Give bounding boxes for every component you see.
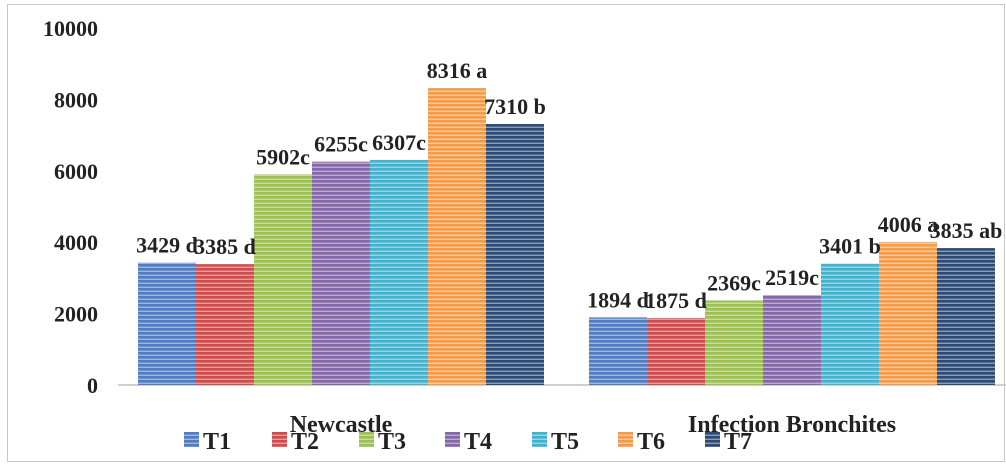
bar-t3 (254, 174, 312, 385)
legend-label: T6 (637, 429, 665, 455)
legend-item-t6: T6 (618, 429, 665, 455)
legend-item-t1: T1 (184, 429, 231, 455)
data-label: 3429 d (136, 233, 198, 258)
y-tick-label: 8000 (54, 87, 98, 112)
category-label: Infection Bronchites (688, 412, 896, 438)
category-label: Newcastle (290, 412, 393, 438)
bar-t5 (370, 159, 428, 385)
legend-swatch (705, 432, 720, 447)
chart-frame (7, 4, 1005, 462)
bar-t1 (138, 262, 196, 385)
data-label: 3835 ab (930, 218, 1003, 243)
y-tick-label: 4000 (54, 230, 98, 255)
data-label: 6255c (314, 132, 368, 157)
bar-t5 (821, 263, 879, 385)
data-label: 1875 d (645, 288, 707, 313)
bar-t2 (647, 318, 705, 385)
data-label: 7310 b (484, 94, 546, 119)
y-tick-label: 0 (87, 373, 98, 398)
legend-item-t4: T4 (445, 429, 492, 455)
bar-t2 (196, 264, 254, 385)
legend-swatch (272, 432, 287, 447)
legend-label: T3 (378, 429, 406, 455)
data-label: 1894 d (587, 287, 649, 312)
data-label: 4006 a (878, 212, 939, 237)
y-tick-label: 2000 (54, 302, 98, 327)
y-tick-label: 10000 (43, 16, 98, 41)
data-label: 8316 a (427, 58, 488, 83)
legend-item-t5: T5 (532, 429, 579, 455)
data-label: 3401 b (819, 234, 881, 259)
data-label: 3385 d (194, 234, 256, 259)
data-label: 2519c (765, 265, 819, 290)
legend-label: T7 (724, 429, 752, 455)
legend-label: T4 (464, 429, 492, 455)
bar-t4 (312, 161, 370, 385)
bar-t6 (428, 88, 486, 385)
legend-swatch (618, 432, 633, 447)
legend-swatch (532, 432, 547, 447)
legend-item-t7: T7 (705, 429, 752, 455)
legend-label: T2 (291, 429, 319, 455)
legend-item-t3: T3 (359, 429, 406, 455)
legend-swatch (445, 432, 460, 447)
legend-item-t2: T2 (272, 429, 319, 455)
legend-label: T5 (551, 429, 579, 455)
data-label: 2369c (707, 270, 761, 295)
y-tick-label: 6000 (54, 159, 98, 184)
bar-t6 (879, 241, 937, 385)
bar-t1 (589, 317, 647, 385)
bar-t7 (937, 248, 995, 385)
legend-label: T1 (203, 429, 231, 455)
data-label: 6307c (372, 130, 426, 155)
data-label: 5902c (256, 144, 310, 169)
bar-t3 (705, 300, 763, 385)
bar-t7 (486, 124, 544, 386)
legend-swatch (184, 432, 199, 447)
bar-t4 (763, 295, 821, 385)
legend-swatch (359, 432, 374, 447)
